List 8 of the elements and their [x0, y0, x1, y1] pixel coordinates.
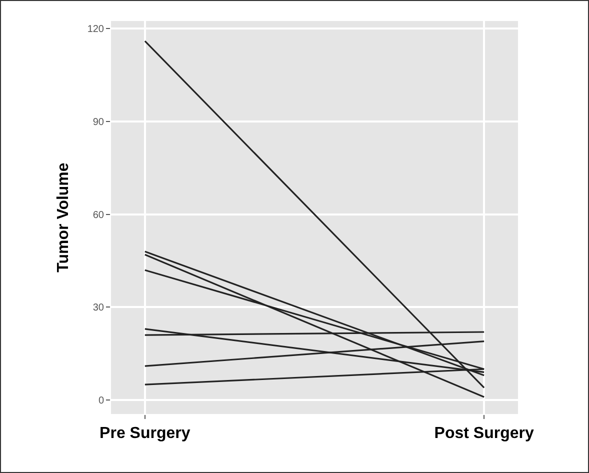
- x-tick-label: Pre Surgery: [100, 425, 190, 442]
- x-tick-label: Post Surgery: [434, 425, 534, 442]
- y-tick-label: 120: [87, 24, 104, 36]
- y-tick-label: 90: [92, 117, 104, 128]
- y-tick-label: 30: [92, 302, 104, 314]
- y-axis-title: Tumor Volume: [55, 162, 72, 272]
- y-tick-label: 0: [98, 396, 104, 407]
- y-tick-label: 60: [92, 210, 104, 221]
